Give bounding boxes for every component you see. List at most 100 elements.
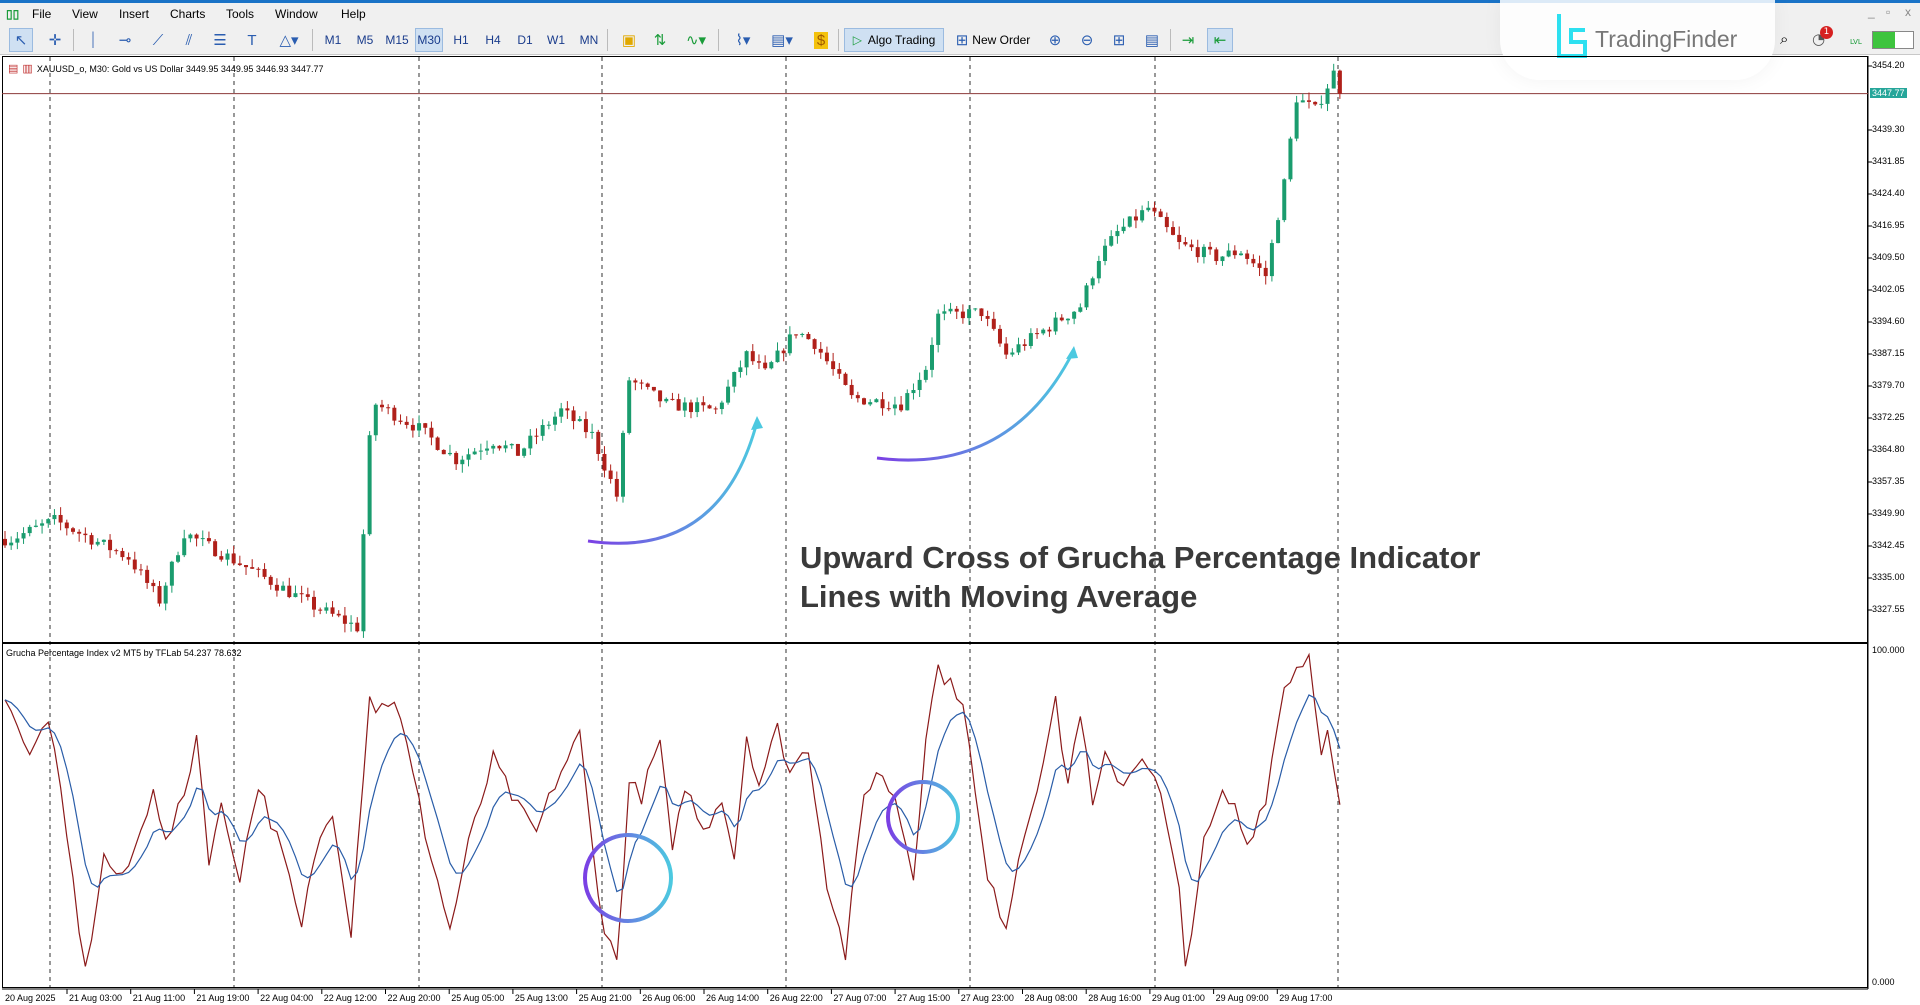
time-label: 22 Aug 12:00 (323, 993, 377, 1003)
candle-bearish (756, 361, 761, 363)
indicators-button[interactable]: ∿▾ (681, 28, 711, 52)
candle-bullish (472, 451, 477, 455)
autoscroll-button[interactable]: ⇥ (1176, 28, 1200, 52)
arrow-head-icon (1066, 346, 1078, 359)
chart-type-button[interactable]: ⌇▾ (727, 28, 759, 52)
candle-bullish (911, 390, 916, 394)
trade-list-icon[interactable]: ▤ (8, 63, 19, 75)
candle-bullish (1201, 246, 1206, 258)
tf-m30[interactable]: M30 (415, 28, 443, 52)
depth-icon[interactable]: ▥ (22, 63, 33, 75)
fibonacci-tool[interactable]: ☰ (208, 28, 232, 52)
candle-bearish (244, 565, 249, 568)
candle-bullish (503, 445, 508, 449)
trendline-tool[interactable]: ⟋ (146, 28, 170, 52)
shapes-tool[interactable]: △▾ (272, 28, 306, 52)
channel-tool[interactable]: ⫽ (177, 28, 201, 52)
candle-bearish (70, 528, 75, 532)
crosshair-tool[interactable]: ✛ (43, 28, 67, 52)
cursor-tool[interactable]: ↖ (9, 28, 33, 52)
candle-bearish (1232, 250, 1237, 256)
candle-bullish (874, 399, 879, 403)
tf-m5[interactable]: M5 (356, 33, 374, 47)
indicator-label: Grucha Percentage Index v2 MT5 by TFLab … (6, 648, 242, 658)
candle-bearish (954, 308, 959, 312)
price-label: 3394.60 (1872, 316, 1905, 326)
search-icon[interactable]: ⌕ (1780, 30, 1789, 48)
menu-file[interactable]: File (32, 7, 52, 21)
candle-bullish (169, 561, 174, 586)
candle-bearish (794, 334, 799, 336)
minimize-button[interactable]: _ (1868, 5, 1875, 19)
candle-bearish (1251, 258, 1256, 264)
restore-button[interactable]: ▫ (1886, 5, 1891, 19)
candle-bearish (194, 534, 199, 539)
candle-bullish (905, 393, 910, 411)
candle-bearish (837, 369, 842, 374)
menu-view[interactable]: View (72, 7, 98, 21)
candle-bearish (1047, 329, 1052, 332)
menu-charts[interactable]: Charts (170, 7, 206, 21)
buy-sell-icon: ⇅ (653, 32, 667, 49)
chart-shift-button[interactable]: ⇤ (1207, 28, 1233, 52)
tf-m15[interactable]: M15 (385, 33, 409, 47)
candle-bullish (726, 386, 731, 403)
templates-button[interactable]: ▤▾ (766, 28, 798, 52)
vertical-line-tool[interactable]: ⏐ (81, 28, 105, 52)
algo-trading-button[interactable]: ▷ Algo Trading (844, 28, 944, 52)
tf-h4[interactable]: H4 (485, 33, 501, 47)
candle-bullish (942, 311, 947, 314)
tf-d1[interactable]: D1 (517, 33, 533, 47)
tf-mn[interactable]: MN (579, 33, 599, 47)
candle-bullish (923, 369, 928, 380)
candle-bearish (250, 567, 255, 569)
market-button[interactable]: $ (810, 28, 832, 52)
cross-highlight-circle-2 (886, 780, 960, 854)
candle-bearish (806, 333, 811, 340)
cursor-icon: ↖ (14, 32, 28, 49)
tf-h1[interactable]: H1 (453, 33, 469, 47)
autoscroll-icon: ⇥ (1181, 32, 1195, 49)
zoom-out-button[interactable]: ⊖ (1075, 28, 1099, 52)
candle-bullish (800, 333, 805, 335)
menu-window[interactable]: Window (275, 7, 318, 21)
menu-tools[interactable]: Tools (226, 7, 255, 21)
candle-bearish (1245, 253, 1250, 259)
crosshair-icon: ✛ (48, 32, 62, 49)
candle-bearish (126, 557, 131, 560)
indicator-icon: ∿▾ (685, 32, 707, 49)
text-tool[interactable]: T (240, 28, 264, 52)
candle-bearish (651, 386, 656, 391)
candle-bullish (540, 425, 545, 436)
tile-windows-button[interactable]: ⊞ (1107, 28, 1131, 52)
candle-bullish (21, 533, 26, 539)
menu-help[interactable]: Help (341, 7, 366, 21)
price-label: 3364.80 (1872, 444, 1905, 454)
candle-bullish (1226, 250, 1231, 257)
arrow-head-icon (751, 416, 763, 430)
candle-bearish (670, 398, 675, 400)
candle-bullish (367, 435, 372, 535)
zoom-in-icon: ⊕ (1048, 32, 1062, 49)
candle-bearish (132, 559, 137, 570)
profiles-button[interactable]: ▣ (617, 28, 641, 52)
candle-bearish (1022, 344, 1027, 346)
candle-bearish (781, 350, 786, 354)
new-order-button[interactable]: ⊞ New Order (952, 28, 1034, 52)
candle-bullish (1331, 70, 1336, 89)
time-label: 29 Aug 01:00 (1151, 993, 1205, 1003)
horizontal-line-tool[interactable]: ⊸ (113, 28, 137, 52)
tf-m1[interactable]: M1 (324, 33, 342, 47)
one-click-trading-button[interactable]: ⇅ (648, 28, 672, 52)
properties-button[interactable]: ▤ (1140, 28, 1164, 52)
candle-bearish (392, 407, 397, 421)
indicator-max-label: 100.000 (1872, 645, 1905, 655)
zoom-in-button[interactable]: ⊕ (1043, 28, 1067, 52)
time-label: 26 Aug 14:00 (706, 993, 760, 1003)
tf-w1[interactable]: W1 (547, 33, 565, 47)
close-button[interactable]: x (1905, 5, 1911, 19)
candle-bearish (1195, 247, 1200, 258)
menu-insert[interactable]: Insert (119, 7, 150, 21)
candle-bullish (1239, 253, 1243, 256)
